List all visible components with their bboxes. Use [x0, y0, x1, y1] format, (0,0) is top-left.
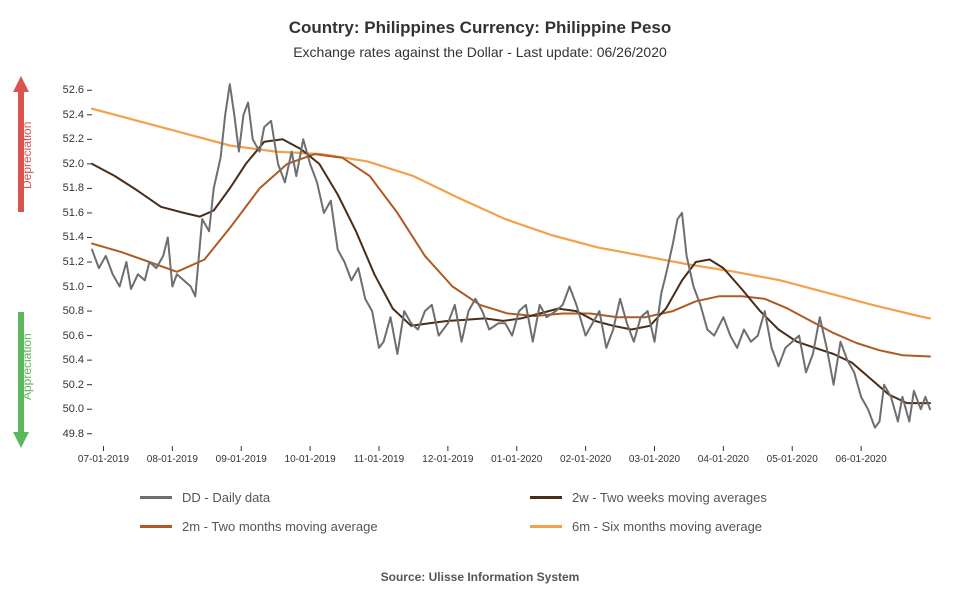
legend-label-dd: DD - Daily data	[182, 490, 270, 505]
legend-label-2m: 2m - Two months moving average	[182, 519, 378, 534]
legend-item-6m: 6m - Six months moving average	[530, 519, 810, 534]
series-dd	[92, 84, 930, 428]
legend-swatch-dd	[140, 496, 172, 499]
legend: DD - Daily data 2w - Two weeks moving av…	[140, 490, 880, 548]
legend-label-2w: 2w - Two weeks moving averages	[572, 490, 767, 505]
series-m2	[92, 154, 930, 356]
series-m6	[92, 109, 930, 319]
legend-item-dd: DD - Daily data	[140, 490, 420, 505]
legend-swatch-2w	[530, 496, 562, 499]
legend-item-2w: 2w - Two weeks moving averages	[530, 490, 810, 505]
legend-label-6m: 6m - Six months moving average	[572, 519, 762, 534]
source-label: Source: Ulisse Information System	[0, 570, 960, 584]
legend-swatch-2m	[140, 525, 172, 528]
legend-swatch-6m	[530, 525, 562, 528]
chart-root: Country: Philippines Currency: Philippin…	[0, 0, 960, 600]
legend-item-2m: 2m - Two months moving average	[140, 519, 420, 534]
